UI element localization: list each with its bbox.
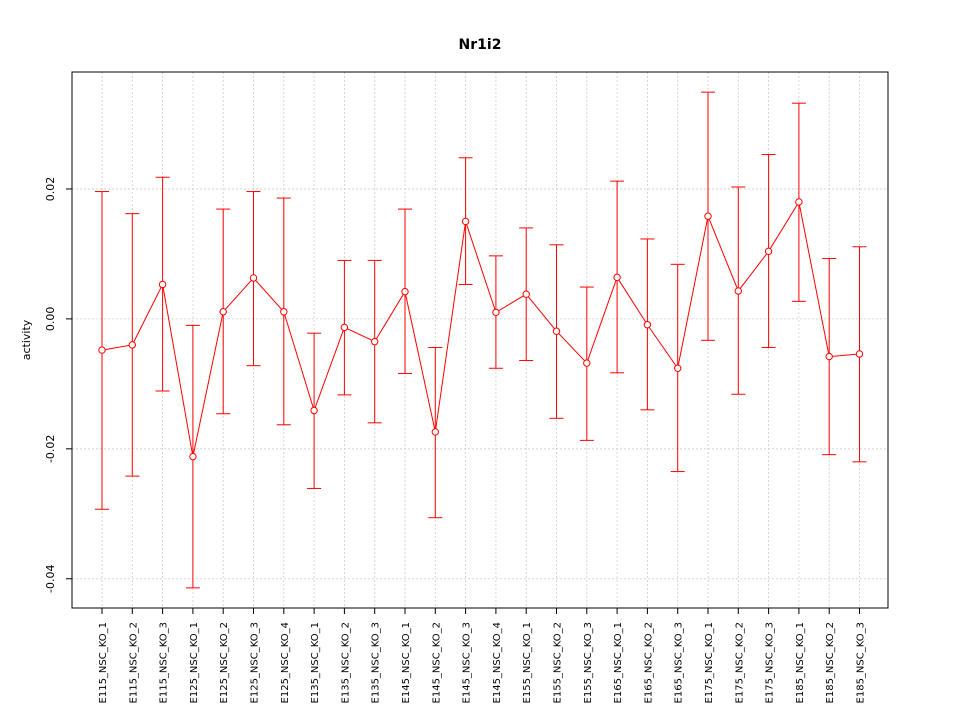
x-tick-label: E185_NSC_KO_3 — [856, 622, 867, 703]
y-tick-label: -0.04 — [44, 565, 57, 593]
x-tick-label: E115_NSC_KO_1 — [98, 622, 109, 703]
data-point — [249, 274, 258, 282]
data-point — [613, 273, 621, 282]
data-point — [340, 323, 349, 332]
x-tick-label: E175_NSC_KO_1 — [704, 622, 715, 703]
data-point — [98, 346, 106, 354]
data-point — [764, 247, 773, 256]
data-point — [704, 212, 712, 220]
series-line — [101, 200, 860, 457]
x-tick-label: E185_NSC_KO_2 — [825, 622, 836, 703]
x-tick-label: E125_NSC_KO_1 — [189, 622, 200, 703]
x-tick-label: E145_NSC_KO_2 — [431, 622, 442, 703]
x-tick-label: E175_NSC_KO_2 — [734, 622, 745, 703]
x-tick-label: E155_NSC_KO_3 — [583, 622, 594, 703]
data-point — [158, 280, 167, 289]
data-point — [643, 321, 652, 329]
x-tick-label: E155_NSC_KO_2 — [553, 622, 564, 703]
x-tick-label: E125_NSC_KO_4 — [280, 622, 291, 703]
data-point — [795, 198, 803, 206]
data-point — [492, 308, 500, 317]
data-point — [401, 287, 409, 296]
data-point — [310, 406, 318, 415]
data-point — [552, 327, 561, 335]
data-point — [674, 364, 682, 372]
data-point — [522, 290, 530, 298]
data-point — [189, 452, 197, 461]
data-point — [461, 217, 470, 226]
x-tick-label: E115_NSC_KO_2 — [128, 622, 139, 703]
x-tick-label: E135_NSC_KO_3 — [371, 622, 382, 703]
x-tick-label: E165_NSC_KO_2 — [643, 622, 654, 703]
x-tick-label: E135_NSC_KO_2 — [340, 622, 351, 703]
x-tick-label: E175_NSC_KO_3 — [765, 622, 776, 703]
x-tick-label: E125_NSC_KO_3 — [250, 622, 261, 703]
y-tick-label: 0.00 — [44, 307, 57, 332]
y-axis-label: activity — [20, 319, 33, 360]
data-point — [219, 308, 227, 316]
plot-frame — [71, 71, 889, 609]
data-point — [431, 428, 439, 436]
x-tick-label: E185_NSC_KO_1 — [795, 622, 806, 703]
x-tick-label: E135_NSC_KO_1 — [310, 622, 321, 703]
data-point — [734, 287, 742, 295]
x-tick-label: E165_NSC_KO_3 — [674, 622, 685, 703]
data-point — [825, 352, 833, 361]
y-tick-label: -0.02 — [44, 435, 57, 463]
axis-layer: -0.04 -0.02 0.00 0.02 E115_NSC_KO_1 E115_NSC_… — [44, 177, 867, 704]
chart-title: Nr1i2 — [459, 37, 502, 53]
data-point — [371, 337, 379, 346]
data-point — [128, 341, 137, 349]
x-tick-label: E155_NSC_KO_1 — [522, 622, 533, 703]
data-point — [280, 308, 288, 316]
x-tick-label: E115_NSC_KO_3 — [159, 622, 170, 703]
x-tick-label: E145_NSC_KO_3 — [462, 622, 473, 703]
y-tick-label: 0.02 — [44, 177, 57, 202]
x-tick-label: E145_NSC_KO_4 — [492, 622, 503, 703]
x-tick-label: E165_NSC_KO_1 — [613, 622, 624, 703]
data-point — [583, 359, 591, 367]
data-point — [855, 350, 864, 358]
series-layer — [95, 91, 867, 589]
x-tick-label: E145_NSC_KO_1 — [401, 622, 412, 703]
x-tick-label: E125_NSC_KO_2 — [219, 622, 230, 703]
grid-layer — [72, 72, 888, 608]
